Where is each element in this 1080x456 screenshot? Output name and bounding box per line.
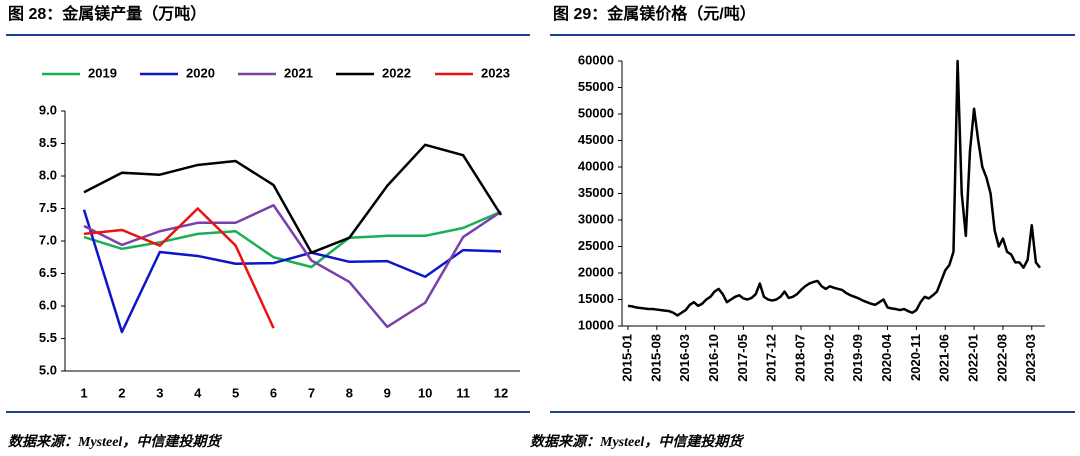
x-tick-label: 2017-05 (735, 334, 750, 382)
legend-label: 2021 (284, 65, 313, 80)
x-tick-label: 8 (346, 385, 353, 400)
y-tick-label: 35000 (578, 185, 614, 200)
source: 数据来源：Mysteel，中信建投期货 (8, 433, 222, 450)
x-tick-label: 7 (308, 385, 315, 400)
line (83, 207, 275, 329)
x-tick-label: 2 (118, 385, 125, 400)
y-tick-label: 5.0 (39, 362, 57, 377)
x-tick-label: 2015-01 (619, 334, 634, 382)
y-tick-label: 8.5 (39, 135, 57, 150)
x-tick-label: 2018-07 (792, 334, 807, 382)
line (82, 209, 502, 334)
line (83, 143, 503, 254)
chart-title: 图 28：金属镁产量（万吨） (8, 4, 206, 23)
y-tick-label: 6.5 (39, 265, 57, 280)
x-tick-label: 2017-12 (764, 334, 779, 382)
x-tick-label: 2020-04 (879, 333, 894, 381)
y-tick-label: 8.0 (39, 167, 57, 182)
y-tick-label: 45000 (578, 132, 614, 147)
x-tick-label: 2022-08 (994, 334, 1009, 382)
y-tick-label: 40000 (578, 158, 614, 173)
x-tick-label: 2016-03 (677, 334, 692, 382)
x-tick-label: 2022-01 (966, 334, 981, 382)
y-tick-label: 15000 (578, 291, 614, 306)
x-tick-label: 10 (418, 385, 432, 400)
x-tick-label: 2019-09 (850, 334, 865, 382)
y-tick-label: 10000 (578, 317, 614, 332)
y-tick-label: 7.0 (39, 232, 57, 247)
legend-label: 2023 (481, 65, 510, 80)
y-tick-label: 20000 (578, 264, 614, 279)
y-tick-label: 5.5 (39, 330, 57, 345)
chart-title: 图 29：金属镁价格（元/吨） (553, 4, 756, 23)
legend-label: 2022 (382, 65, 411, 80)
x-tick-label: 11 (456, 385, 470, 400)
y-tick-label: 6.0 (39, 297, 57, 312)
line (83, 204, 502, 329)
legend-label: 2020 (186, 65, 215, 80)
y-tick-label: 25000 (578, 238, 614, 253)
x-tick-label: 2016-10 (706, 334, 721, 382)
y-tick-label: 55000 (578, 79, 614, 94)
x-tick-label: 2020-11 (908, 334, 923, 381)
source: 数据来源：Mysteel，中信建投期货 (530, 433, 744, 450)
y-tick-label: 9.0 (39, 102, 57, 117)
y-tick-label: 7.5 (39, 200, 57, 215)
x-tick-label: 2019-02 (821, 334, 836, 382)
x-tick-label: 2021-06 (937, 334, 952, 382)
x-tick-label: 2023-03 (1023, 334, 1038, 382)
x-tick-label: 3 (156, 385, 163, 400)
x-tick-label: 5 (232, 385, 239, 400)
y-tick-label: 60000 (578, 52, 614, 67)
x-tick-label: 9 (384, 385, 391, 400)
x-tick-label: 4 (194, 385, 202, 400)
x-tick-label: 1 (80, 385, 87, 400)
y-tick-label: 50000 (578, 105, 614, 120)
x-tick-label: 6 (270, 385, 277, 400)
y-tick-label: 30000 (578, 211, 614, 226)
legend-label: 2019 (88, 65, 117, 80)
line (627, 59, 1041, 317)
x-tick-label: 2015-08 (648, 334, 663, 382)
x-tick-label: 12 (494, 385, 508, 400)
